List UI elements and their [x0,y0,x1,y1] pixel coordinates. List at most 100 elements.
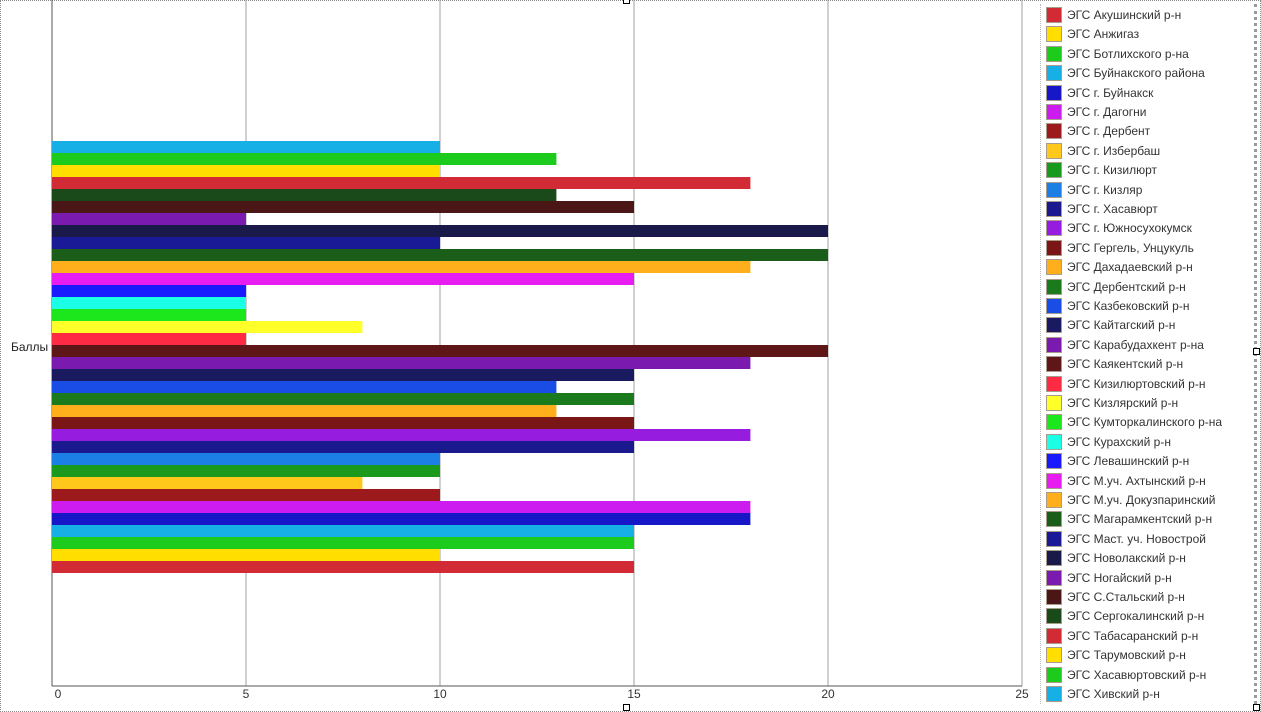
resize-handle-right[interactable] [1253,348,1260,355]
bar-22 [52,309,246,321]
bar-17 [52,369,634,381]
legend-label: ЭГС Новолакский р-н [1067,551,1186,566]
y-axis-category-label: Баллы [11,340,49,354]
bar-24 [52,285,246,297]
bar-30 [52,213,246,225]
legend-item: ЭГС Ботлихского р-на [1046,45,1189,63]
legend-item: ЭГС Левашинский р-н [1046,452,1189,470]
resize-handle-bottom[interactable] [623,704,630,711]
legend-label: ЭГС Магарамкентский р-н [1067,512,1213,527]
legend-label: ЭГС Маст. уч. Новострой [1067,531,1206,546]
legend-label: ЭГС С.Стальский р-н [1067,590,1185,604]
bar-14 [52,405,557,417]
legend-label: ЭГС Гергель, Унцукуль [1067,240,1194,255]
legend-swatch [1046,104,1062,120]
legend-swatch [1046,453,1062,470]
legend-label: ЭГС Хасавюртовский р-н [1067,667,1207,682]
legend-item: ЭГС Табасаранский р-н [1046,627,1198,645]
legend-swatch [1046,627,1062,644]
legend-item: ЭГС Буйнакского района [1046,64,1205,82]
legend-swatch [1046,65,1062,82]
legend-item: ЭГС Карабудахкент р-на [1046,336,1204,354]
legend-item: ЭГС Акушинский р-н [1046,6,1181,24]
legend-swatch [1046,298,1062,314]
legend-item: ЭГС Хивский р-н [1046,685,1160,703]
legend-label: ЭГС Курахский р-н [1067,434,1171,449]
legend-swatch [1046,239,1062,256]
legend-swatch [1046,45,1062,62]
resize-handle-corner[interactable] [1253,704,1260,711]
bar-36 [52,141,440,153]
bar-2 [52,549,440,561]
bar-27 [52,249,828,261]
legend-item: ЭГС Новолакский р-н [1046,549,1186,567]
legend-item: ЭГС г. Южносухокумск [1046,219,1192,237]
legend-label: ЭГС Дахадаевский р-н [1067,260,1193,275]
legend-swatch [1046,259,1062,276]
legend-item: ЭГС Кизилюртовский р-н [1046,375,1205,393]
legend-item: ЭГС Магарамкентский р-н [1046,510,1212,528]
x-tick-label: 10 [433,687,447,701]
legend-label: ЭГС Казбековский р-н [1067,299,1190,313]
legend-label: ЭГС Сергокалинский р-н [1067,609,1205,624]
legend-swatch [1046,181,1062,198]
bar-16 [52,381,557,393]
bar-33 [52,177,751,189]
legend-item: ЭГС Дербентский р-н [1046,278,1186,296]
legend-label: ЭГС г. Дербент [1067,124,1151,139]
bar-8 [52,477,363,489]
bar-10 [52,453,440,465]
legend-item: ЭГС Казбековский р-н [1046,297,1189,315]
legend-item: ЭГС г. Кизляр [1046,181,1142,199]
legend-swatch [1046,220,1062,237]
bar-chart: 0 5 10 15 20 25 [51,0,1029,701]
bar-1 [52,561,634,573]
legend-item: ЭГС М.уч. Ахтынский р-н [1046,472,1206,490]
bar-23 [52,297,246,309]
legend-label: ЭГС Акушинский р-н [1067,8,1182,22]
legend-label: ЭГС Карабудахкент р-на [1067,337,1204,352]
legend-item: ЭГС Кумторкалинского р-на [1046,413,1222,431]
legend-swatch [1046,511,1062,528]
legend-swatch [1046,608,1062,625]
legend-item: ЭГС Гергель, Унцукуль [1046,239,1194,257]
bar-9 [52,465,440,477]
legend-label: ЭГС Буйнакского района [1067,66,1205,81]
legend-swatch [1046,647,1062,664]
bar-31 [52,201,634,213]
legend: ЭГС Акушинский р-н ЭГС Анжигаз ЭГС Ботлихс… [1040,4,1257,704]
bar-12 [52,429,751,441]
resize-handle-top[interactable] [623,0,630,4]
legend-label: ЭГС М.уч. Докузпаринский [1067,493,1216,507]
legend-item: ЭГС Сергокалинский р-н [1046,607,1204,625]
bar-32 [52,189,557,201]
legend-label: ЭГС Дербентский р-н [1067,279,1186,294]
legend-swatch [1046,414,1062,431]
bar-21 [52,321,363,333]
legend-label: ЭГС Кизлярский р-н [1067,396,1179,410]
legend-label: ЭГС Кайтагский р-н [1067,318,1176,333]
legend-swatch [1046,433,1062,450]
x-tick-label: 25 [1015,687,1029,701]
legend-item: ЭГС г. Буйнакск [1046,84,1153,102]
bar-34 [52,165,440,177]
bar-5 [52,513,751,525]
bar-18 [52,357,751,369]
legend-label: ЭГС г. Дагогни [1067,105,1147,119]
legend-swatch [1046,278,1062,295]
bar-28 [52,237,440,249]
legend-swatch [1046,530,1062,547]
x-tick-label: 5 [243,687,250,701]
legend-label: ЭГС г. Буйнакск [1067,85,1154,100]
legend-swatch [1046,26,1062,43]
legend-swatch [1046,550,1062,567]
legend-swatch [1046,123,1062,140]
legend-item: ЭГС Каякентский р-н [1046,355,1183,373]
legend-label: ЭГС Хивский р-н [1067,687,1160,701]
legend-item: ЭГС Хасавюртовский р-н [1046,666,1206,684]
legend-item: ЭГС Дахадаевский р-н [1046,258,1193,276]
legend-swatch [1046,375,1062,392]
legend-label: ЭГС Каякентский р-н [1067,357,1184,372]
legend-label: ЭГС г. Кизилюрт [1067,163,1157,178]
bar-11 [52,441,634,453]
